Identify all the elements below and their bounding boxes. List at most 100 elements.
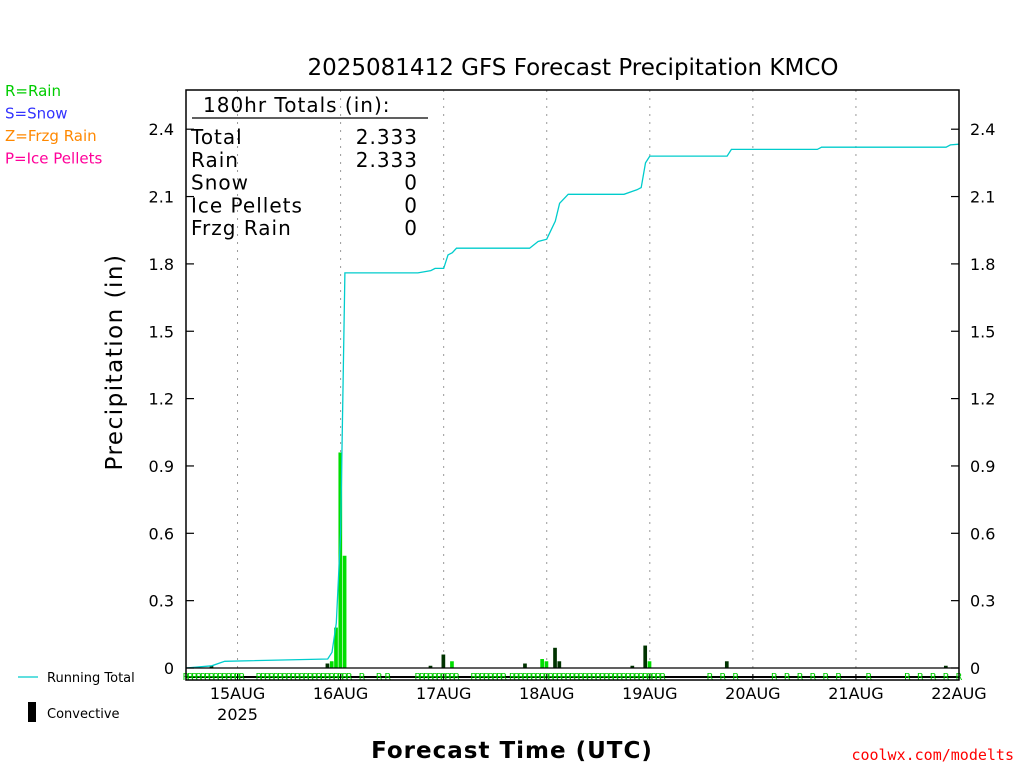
precip-type-marker: R xyxy=(629,672,636,683)
y-tick-label: 2.1 xyxy=(970,188,995,207)
precip-type-marker: R xyxy=(835,672,842,683)
precip-bar xyxy=(553,647,557,668)
totals-row-label: Frzg Rain xyxy=(191,216,292,240)
precip-bar xyxy=(441,654,446,668)
precip-type-marker: R xyxy=(822,672,829,683)
precip-type-marker: R xyxy=(513,672,520,683)
x-tick-label: 18AUG xyxy=(519,684,574,703)
precip-bar xyxy=(643,645,648,668)
precip-type-marker: R xyxy=(797,672,804,683)
precip-type-marker: R xyxy=(273,672,280,683)
precip-type-marker: R xyxy=(706,672,713,683)
precip-type-marker: R xyxy=(303,672,310,683)
totals-header: 180hr Totals (in): xyxy=(203,93,391,117)
totals-row-value: 2.333 xyxy=(356,125,418,149)
totals-row-label: Rain xyxy=(191,148,239,172)
x-axis-label: Forecast Time (UTC) xyxy=(371,738,653,764)
precip-bar xyxy=(630,665,635,668)
precip-type-legend-item: R=Rain xyxy=(5,82,61,100)
precip-type-marker: R xyxy=(509,672,516,683)
totals-row-value: 0 xyxy=(404,171,418,195)
precip-type-legend-item: Z=Frzg Rain xyxy=(5,127,97,145)
precip-type-marker: R xyxy=(277,672,284,683)
precip-type-marker: R xyxy=(384,672,391,683)
precip-bars xyxy=(209,452,948,668)
precip-type-marker: R xyxy=(560,672,567,683)
precip-type-marker: R xyxy=(376,672,383,683)
precip-type-marker: R xyxy=(204,672,211,683)
precip-type-marker: R xyxy=(517,672,524,683)
precip-bar xyxy=(325,663,330,668)
precip-type-marker: R xyxy=(552,672,559,683)
y-tick-label: 1.8 xyxy=(970,255,995,274)
totals-row-label: Total xyxy=(190,125,243,149)
y-tick-label: 0.9 xyxy=(970,457,995,476)
precip-type-marker: R xyxy=(221,672,228,683)
precip-type-marker: R xyxy=(298,672,305,683)
precip-bar xyxy=(450,661,454,668)
running-total-layer xyxy=(185,143,960,669)
precip-type-marker: R xyxy=(432,672,439,683)
x-tick-label: 20AUG xyxy=(725,684,780,703)
y-tick-label: 1.5 xyxy=(970,322,995,341)
precip-type-marker: R xyxy=(436,672,443,683)
y-tick-label: 0 xyxy=(164,659,174,678)
precip-type-marker: R xyxy=(479,672,486,683)
precip-type-marker: R xyxy=(642,672,649,683)
precip-type-marker: R xyxy=(719,672,726,683)
y-tick-label: 0.9 xyxy=(149,457,174,476)
precip-type-marker: R xyxy=(191,672,198,683)
precip-type-marker: R xyxy=(316,672,323,683)
precip-type-marker: R xyxy=(290,672,297,683)
precip-type-marker: R xyxy=(621,672,628,683)
x-tick-label: 16AUG xyxy=(313,684,368,703)
precip-type-marker: R xyxy=(217,672,224,683)
y-tick-label: 1.2 xyxy=(149,390,174,409)
precip-type-marker: R xyxy=(307,672,314,683)
precip-type-marker: R xyxy=(470,672,477,683)
precip-type-marker: R xyxy=(608,672,615,683)
precip-bar xyxy=(338,452,343,668)
precip-type-marker: R xyxy=(578,672,585,683)
precip-type-marker: R xyxy=(569,672,576,683)
credit-link[interactable]: coolwx.com/modelts xyxy=(851,746,1014,764)
series-legend: Running Total Convective xyxy=(18,671,135,722)
precip-type-marker: R xyxy=(599,672,606,683)
precip-type-marker: R xyxy=(616,672,623,683)
y-axis-right: 0 0.3 0.6 0.9 1.2 1.5 1.8 2.1 2.4 xyxy=(951,120,995,678)
precip-type-marker: R xyxy=(286,672,293,683)
precip-type-marker: R xyxy=(595,672,602,683)
precip-type-marker: R xyxy=(530,672,537,683)
precip-type-marker: R xyxy=(655,672,662,683)
y-tick-label: 0.6 xyxy=(149,524,174,543)
precip-type-marker: R xyxy=(771,672,778,683)
precip-type-marker: R xyxy=(294,672,301,683)
precip-type-marker: R xyxy=(487,672,494,683)
precip-type-marker: R xyxy=(346,672,353,683)
precip-type-marker: R xyxy=(419,672,426,683)
precip-type-marker: R xyxy=(359,672,366,683)
precip-type-marker: R xyxy=(320,672,327,683)
precip-bar xyxy=(557,661,562,668)
precip-type-legend-item: S=Snow xyxy=(5,105,68,123)
precip-type-marker: R xyxy=(260,672,267,683)
precip-type-marker: R xyxy=(582,672,589,683)
precip-bar xyxy=(428,665,433,668)
totals-row-value: 2.333 xyxy=(356,148,418,172)
precip-bar xyxy=(647,661,652,668)
precip-type-legend: R=Rain S=Snow Z=Frzg Rain P=Ice Pellets xyxy=(5,82,102,168)
chart-title: 2025081412 GFS Forecast Precipitation KM… xyxy=(308,55,839,81)
precip-type-marker: R xyxy=(556,672,563,683)
precip-type-marker: R xyxy=(535,672,542,683)
precip-bar xyxy=(334,627,338,668)
precip-type-marker: R xyxy=(324,672,331,683)
precip-type-marker: R xyxy=(230,672,237,683)
precip-type-marker: R xyxy=(496,672,503,683)
precip-bar xyxy=(523,663,527,668)
x-tick-label: 17AUG xyxy=(416,684,471,703)
precip-type-marker: R xyxy=(638,672,645,683)
precip-type-marker: R xyxy=(548,672,555,683)
precip-type-marker: R xyxy=(449,672,456,683)
precip-type-marker: R xyxy=(573,672,580,683)
